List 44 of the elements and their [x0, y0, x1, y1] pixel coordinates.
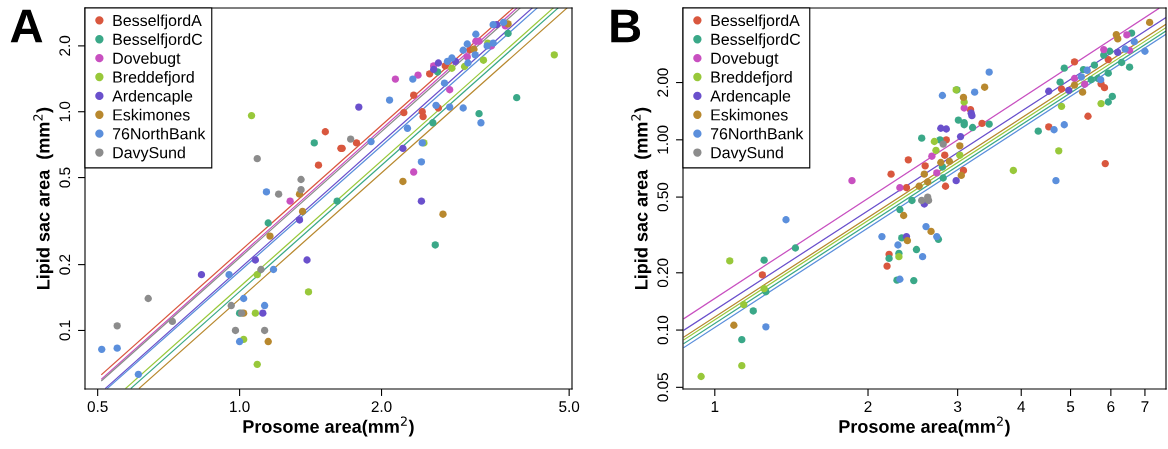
y-axis-title: Lipid sac area (mm$^{2}$): [631, 107, 652, 290]
x-tick-label: 1.0: [230, 401, 250, 413]
x-tick-label: 0.5: [87, 401, 108, 413]
legend-label: BesselfjordC: [113, 33, 203, 49]
x-tick-label: 6: [1107, 401, 1115, 413]
y-tick-label: 1.0: [59, 101, 71, 122]
legend-label: BesselfjordC: [711, 33, 801, 49]
x-tick-label: 3: [953, 401, 962, 413]
y-tick-label: 0.05: [657, 373, 669, 402]
y-tick-label: 2.00: [657, 68, 669, 97]
y-tick-label: 0.20: [657, 258, 669, 288]
y-tick-label: 0.1: [59, 320, 71, 341]
chart-title: B: [611, 9, 641, 43]
legend-label: Dovebugt: [711, 52, 779, 68]
legend-label: Ardencaple: [710, 89, 791, 105]
x-tick-label: 5.0: [559, 401, 580, 413]
y-tick-label: 2.0: [59, 35, 71, 56]
y-axis-title: Lipid sac area (mm$^{2}$): [33, 107, 54, 290]
y-tick-label: 0.50: [657, 182, 669, 212]
y-tick-label: 1.00: [657, 125, 669, 154]
y-tick-label: 0.10: [657, 315, 669, 345]
legend-label: Eskimones: [711, 108, 788, 121]
x-tick-label: 7: [1141, 401, 1149, 412]
x-tick-label: 2: [864, 401, 872, 412]
x-tick-label: 1: [711, 401, 719, 412]
legend-label: Breddefjord: [113, 71, 194, 86]
legend-label: BesselfjordA: [711, 14, 800, 30]
chart-title: A: [10, 9, 43, 43]
legend-label: Breddefjord: [711, 71, 792, 86]
legend-label: Eskimones: [113, 108, 190, 121]
legend-label: 76NorthBank: [112, 127, 206, 140]
legend-label: DavySund: [711, 146, 783, 162]
x-tick-label: 4: [1017, 401, 1026, 412]
x-tick-label: 5: [1066, 401, 1075, 413]
y-tick-label: 0.2: [59, 254, 71, 275]
x-tick-label: 2.0: [371, 401, 392, 413]
legend-label: BesselfjordA: [113, 14, 202, 30]
legend-label: DavySund: [113, 146, 185, 162]
x-axis-title: Prosome area(mm$^{2}$): [243, 416, 414, 437]
legend-label: Dovebugt: [113, 52, 181, 68]
legend-label: 76NorthBank: [710, 127, 804, 140]
legend-label: Ardencaple: [112, 89, 193, 105]
y-tick-label: 0.5: [59, 167, 71, 188]
x-axis-title: Prosome area(mm$^{2}$): [839, 416, 1010, 437]
